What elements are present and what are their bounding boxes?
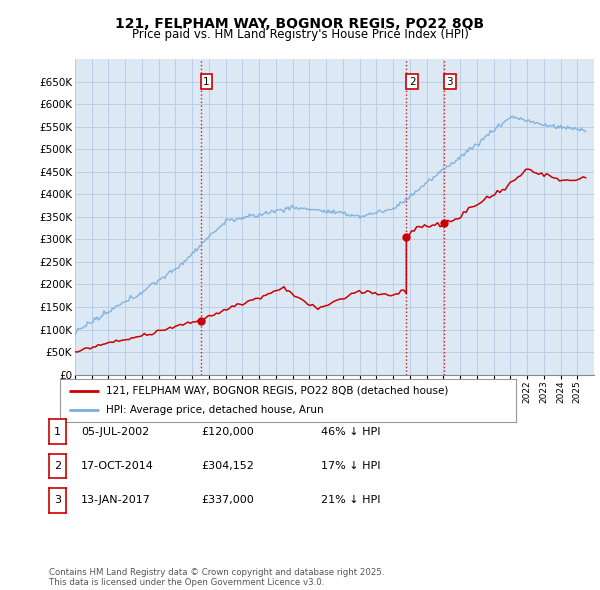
Text: 1: 1 xyxy=(203,77,210,87)
Text: £304,152: £304,152 xyxy=(201,461,254,471)
Text: 46% ↓ HPI: 46% ↓ HPI xyxy=(321,427,380,437)
Text: £337,000: £337,000 xyxy=(201,496,254,505)
Text: 121, FELPHAM WAY, BOGNOR REGIS, PO22 8QB: 121, FELPHAM WAY, BOGNOR REGIS, PO22 8QB xyxy=(115,17,485,31)
Text: Contains HM Land Registry data © Crown copyright and database right 2025.
This d: Contains HM Land Registry data © Crown c… xyxy=(49,568,385,587)
Text: £120,000: £120,000 xyxy=(201,427,254,437)
Text: 17-OCT-2014: 17-OCT-2014 xyxy=(81,461,154,471)
Text: 3: 3 xyxy=(446,77,453,87)
Text: 05-JUL-2002: 05-JUL-2002 xyxy=(81,427,149,437)
Text: 121, FELPHAM WAY, BOGNOR REGIS, PO22 8QB (detached house): 121, FELPHAM WAY, BOGNOR REGIS, PO22 8QB… xyxy=(106,386,448,396)
Text: Price paid vs. HM Land Registry's House Price Index (HPI): Price paid vs. HM Land Registry's House … xyxy=(131,28,469,41)
Text: 13-JAN-2017: 13-JAN-2017 xyxy=(81,496,151,505)
Text: 2: 2 xyxy=(54,461,61,471)
Text: HPI: Average price, detached house, Arun: HPI: Average price, detached house, Arun xyxy=(106,405,323,415)
Text: 1: 1 xyxy=(54,427,61,437)
Text: 3: 3 xyxy=(54,496,61,505)
Text: 21% ↓ HPI: 21% ↓ HPI xyxy=(321,496,380,505)
Text: 17% ↓ HPI: 17% ↓ HPI xyxy=(321,461,380,471)
Text: 2: 2 xyxy=(409,77,415,87)
